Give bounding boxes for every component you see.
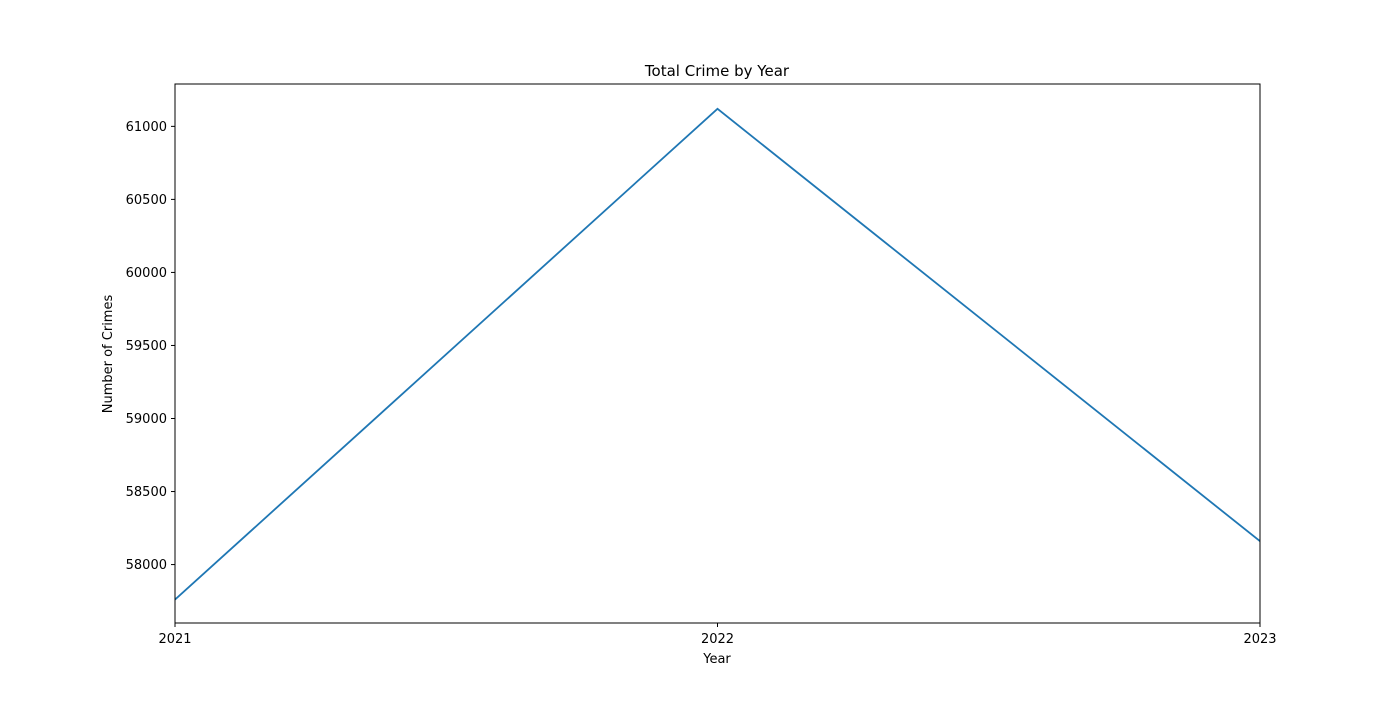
y-tick-label: 58500	[126, 485, 167, 500]
y-tick-label: 58000	[126, 558, 167, 573]
chart-title: Total Crime by Year	[644, 62, 790, 80]
x-tick-label: 2021	[158, 632, 191, 647]
y-axis-label: Number of Crimes	[101, 295, 116, 414]
y-tick-label: 59500	[126, 339, 167, 354]
series-line-0	[175, 107, 1260, 601]
y-tick-label: 61000	[126, 120, 167, 135]
y-tick-label: 59000	[126, 412, 167, 427]
y-tick-label: 60500	[126, 193, 167, 208]
x-tick-label: 2023	[1243, 632, 1276, 647]
plot-area	[175, 107, 1260, 601]
x-tick-label: 2022	[701, 632, 734, 647]
axes: 58000 58500 59000 59500 60000 60500 61000 2021 2…	[126, 83, 1277, 647]
y-tick-label: 60000	[126, 266, 167, 281]
x-axis-label: Year	[702, 652, 731, 667]
